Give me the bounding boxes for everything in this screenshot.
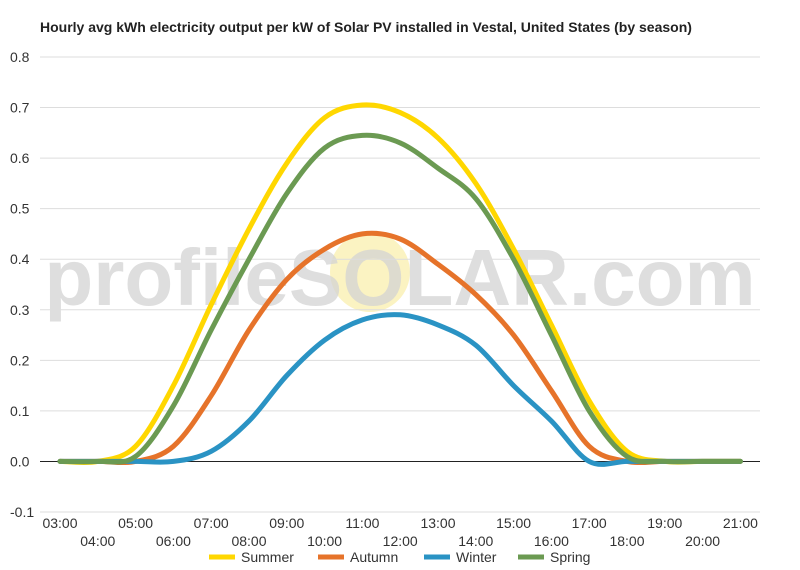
y-axis: -0.1 0.0 0.1 0.2 0.3 0.4 0.5 0.6 0.7 0.8 [10,49,34,520]
x-tick-label: 18:00 [609,533,644,549]
y-tick-label: 0.7 [10,100,30,116]
legend: Summer Autumn Winter Spring [209,549,590,565]
x-tick-label: 07:00 [194,515,229,531]
y-tick-label: 0.2 [10,352,30,368]
x-tick-label: 10:00 [307,533,342,549]
series-line-spring [57,132,743,465]
x-axis: 03:0004:0005:0006:0007:0008:0009:0010:00… [42,515,758,549]
y-tick-label: 0.0 [10,453,30,469]
x-tick-label: 13:00 [420,515,455,531]
y-tick-label: 0.3 [10,302,30,318]
x-tick-label: 15:00 [496,515,531,531]
y-tick-label: 0.6 [10,150,30,166]
y-tick-label: -0.1 [10,504,34,520]
legend-label-autumn: Autumn [350,549,398,565]
x-tick-label: 03:00 [42,515,77,531]
x-tick-label: 11:00 [345,515,379,531]
y-tick-label: 0.5 [10,201,30,217]
series-line-winter [57,312,743,467]
watermark-text: profileSOLAR.com [44,233,755,322]
series-lines [57,102,743,467]
x-tick-label: 21:00 [723,515,758,531]
x-tick-label: 09:00 [269,515,304,531]
series-line-summer [57,102,743,466]
x-tick-label: 08:00 [231,533,266,549]
y-tick-label: 0.8 [10,49,30,65]
legend-label-spring: Spring [550,549,590,565]
x-tick-label: 14:00 [458,533,493,549]
legend-label-winter: Winter [456,549,497,565]
y-tick-label: 0.4 [10,251,30,267]
x-tick-label: 06:00 [156,533,191,549]
legend-label-summer: Summer [241,549,294,565]
chart-title: Hourly avg kWh electricity output per kW… [40,19,692,35]
watermark: profileSOLAR.com [44,232,756,322]
x-tick-label: 12:00 [383,533,418,549]
x-tick-label: 19:00 [647,515,682,531]
x-tick-label: 04:00 [80,533,115,549]
watermark-sun [330,232,410,312]
x-tick-label: 16:00 [534,533,569,549]
x-tick-label: 17:00 [572,515,607,531]
y-tick-label: 0.1 [10,403,30,419]
x-tick-label: 20:00 [685,533,720,549]
x-tick-label: 05:00 [118,515,153,531]
